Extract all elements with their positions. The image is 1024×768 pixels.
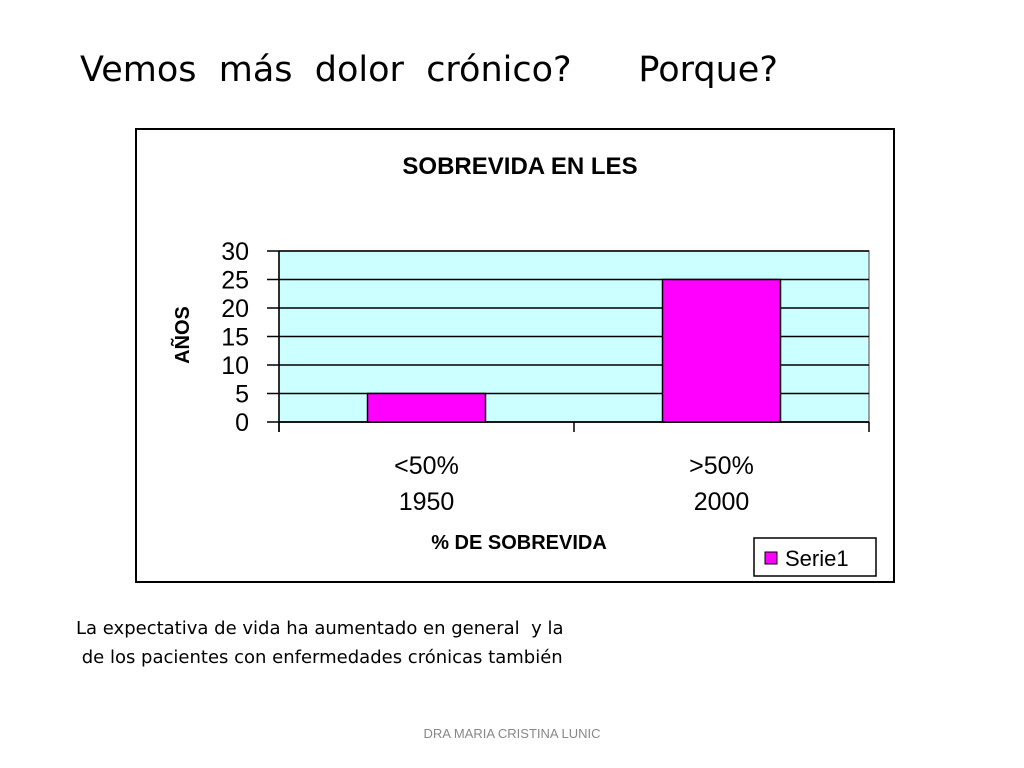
x-tick-label: 1950 <box>399 488 455 516</box>
chart-frame: SOBREVIDA EN LES 0 5 10 15 20 25 30 <50% 1950 >50… <box>135 128 895 583</box>
x-tick-label: <50% <box>394 452 459 480</box>
x-tick-label: 2000 <box>694 488 750 516</box>
y-tick-label: 15 <box>221 324 249 352</box>
legend-label-serie1: Serie1 <box>785 546 849 571</box>
y-tick-label: 30 <box>221 238 249 266</box>
bar <box>366 392 487 423</box>
y-axis-label: AÑOS <box>171 306 194 364</box>
y-tick-label: 10 <box>221 352 249 380</box>
y-tick-label: 0 <box>235 409 249 437</box>
chart-title: SOBREVIDA EN LES <box>402 153 637 180</box>
legend-swatch-serie1 <box>764 551 778 565</box>
legend: Serie1 <box>753 537 877 577</box>
x-tick-label: >50% <box>689 452 754 480</box>
caption-line-2: de los pacientes con enfermedades crónic… <box>76 647 563 668</box>
y-tick-label: 5 <box>235 381 249 409</box>
slide-caption: La expectativa de vida ha aumentado en g… <box>76 614 564 672</box>
y-tick-label: 25 <box>221 267 249 295</box>
caption-line-1: La expectativa de vida ha aumentado en g… <box>76 618 564 639</box>
slide-footer: DRA MARIA CRISTINA LUNIC <box>423 726 601 741</box>
slide-title: Vemos más dolor crónico? Porque? <box>80 50 778 90</box>
x-axis-label: % DE SOBREVIDA <box>431 532 607 554</box>
bar <box>661 278 782 423</box>
y-tick-label: 20 <box>221 295 249 323</box>
